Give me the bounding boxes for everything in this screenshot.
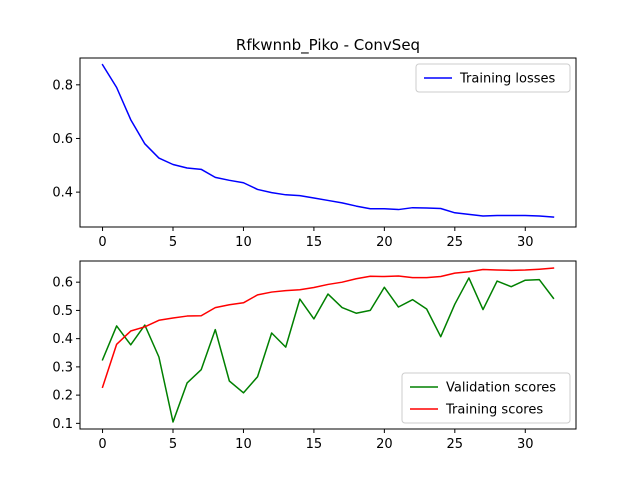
loss-x-tick-label: 30 — [517, 235, 534, 250]
scores-y-tick-label: 0.1 — [52, 417, 73, 432]
scores-legend-label-0: Validation scores — [446, 381, 556, 396]
loss-series-line-0 — [101, 63, 555, 218]
scores-y-tick-label: 0.5 — [52, 304, 73, 319]
scores-axis-ticks: 0 5 10 15 20 25 30 0.1 0.2 0.3 0.4 0.5 0.6 — [52, 276, 533, 452]
scores-legend-label-1: Training scores — [445, 403, 543, 418]
loss-legend-box — [415, 63, 571, 93]
scores-y-tick-label: 0.3 — [52, 360, 73, 375]
loss-x-tick-label: 5 — [169, 235, 177, 250]
scores-y-tick-label: 0.2 — [52, 389, 73, 404]
loss-subplot: Rfkwnnb_Piko - ConvSeq 0 5 10 15 20 25 30 0.4 0.… — [52, 36, 577, 250]
scores-x-tick-label: 15 — [306, 437, 323, 452]
loss-y-tick-label: 0.4 — [52, 186, 73, 201]
loss-legend-label-0: Training losses — [459, 72, 556, 87]
scores-plot-area — [101, 267, 555, 423]
scores-x-tick-label: 0 — [98, 437, 106, 452]
loss-x-tick-label: 10 — [235, 235, 252, 250]
scores-series-line-1 — [101, 267, 555, 389]
scores-x-tick-label: 25 — [447, 437, 464, 452]
scores-axes-frame — [79, 260, 577, 430]
loss-chart-title: Rfkwnnb_Piko - ConvSeq — [236, 36, 420, 55]
loss-axes-frame — [79, 57, 577, 228]
loss-y-tick-label: 0.6 — [52, 132, 73, 147]
loss-axis-ticks: 0 5 10 15 20 25 30 0.4 0.6 0.8 — [52, 78, 533, 250]
scores-x-tick-label: 5 — [169, 437, 177, 452]
scores-y-tick-label: 0.4 — [52, 332, 73, 347]
loss-x-tick-label: 15 — [306, 235, 323, 250]
scores-y-tick-label: 0.6 — [52, 276, 73, 291]
loss-y-tick-label: 0.8 — [52, 78, 73, 93]
scores-legend: Validation scores Training scores — [401, 372, 571, 424]
scores-x-tick-label: 20 — [376, 437, 393, 452]
loss-x-tick-label: 20 — [376, 235, 393, 250]
scores-legend-box — [401, 372, 571, 424]
loss-x-tick-label: 0 — [98, 235, 106, 250]
scores-subplot: 0 5 10 15 20 25 30 0.1 0.2 0.3 0.4 0.5 0.6 Validatio… — [52, 260, 577, 452]
loss-plot-area — [101, 63, 555, 218]
loss-legend: Training losses — [415, 63, 571, 93]
scores-x-tick-label: 10 — [235, 437, 252, 452]
loss-x-tick-label: 25 — [447, 235, 464, 250]
scores-x-tick-label: 30 — [517, 437, 534, 452]
scores-series-line-0 — [101, 277, 555, 423]
